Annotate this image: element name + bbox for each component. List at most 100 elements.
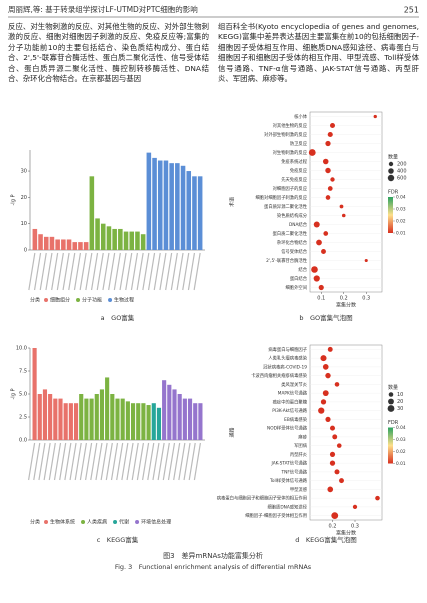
bar (180, 165, 186, 250)
category-label-line (178, 442, 186, 481)
bubble (321, 249, 326, 254)
bar (73, 403, 79, 440)
bar (125, 401, 130, 440)
bar (53, 398, 58, 440)
bubble (364, 258, 368, 263)
bubble (323, 231, 329, 236)
bubble (325, 372, 331, 379)
y-tick-label: 7.5 (19, 369, 27, 375)
bar (146, 152, 152, 250)
term-label: 防卫反应 (290, 140, 308, 147)
bubble (327, 186, 333, 191)
bar (112, 228, 117, 250)
term-label: 核小体 (294, 113, 308, 120)
category-label-line (27, 442, 36, 481)
category-label-line (33, 252, 42, 291)
bar (100, 223, 106, 250)
category-label-line (147, 442, 155, 481)
page-number: 251 (404, 6, 419, 15)
category-label-line (43, 442, 51, 481)
x-tick-label: 0.2 (340, 296, 348, 302)
bubble (330, 177, 335, 182)
legend-marker (76, 298, 81, 302)
y-axis-label: -lg P (11, 195, 17, 206)
legend-marker (388, 168, 394, 174)
bar (89, 398, 94, 440)
legend-marker (44, 298, 49, 302)
category-label-line (142, 252, 150, 291)
bar (152, 157, 157, 250)
bar (162, 380, 167, 440)
bubble (334, 469, 340, 475)
legend-title: 分类 (30, 297, 40, 304)
bubble (325, 140, 331, 147)
category-label-line (79, 442, 88, 481)
bar (58, 398, 63, 440)
bar (42, 389, 48, 440)
y-axis-label: -lg P (11, 389, 17, 400)
legend-label: 环境信息处理 (141, 519, 171, 526)
bar (99, 389, 105, 440)
term-label: 丙型肝炎 (290, 451, 308, 458)
category-label-line (141, 442, 150, 481)
term-label: JAK-STAT信号通路 (271, 460, 308, 467)
bar (187, 398, 193, 440)
bubble (339, 204, 344, 209)
bubble (311, 266, 318, 273)
bar (72, 242, 78, 250)
y-tick-label: 20 (21, 195, 27, 201)
bar (38, 234, 43, 250)
legend-marker (388, 161, 394, 167)
category-label-line (130, 252, 139, 291)
category-label-line (108, 252, 116, 291)
term-label: 病毒蛋白与细胞因子 (268, 346, 307, 353)
bubble (313, 221, 320, 228)
legend-marker (387, 174, 395, 182)
bar (175, 163, 180, 250)
category-label-line (170, 252, 178, 291)
category-label-line (162, 442, 170, 481)
bubble (339, 478, 344, 484)
legend-label: 代谢 (119, 519, 129, 526)
category-label-line (90, 442, 98, 481)
y-tick-label: 5.0 (19, 392, 27, 398)
bubble (320, 355, 327, 362)
bubble (316, 239, 322, 246)
term-label: 冠状病毒病-COVID-19 (263, 363, 307, 370)
x-axis-label: 富集分数 (336, 530, 356, 537)
bubble (322, 364, 329, 370)
paragraph: 组百科全书(Kyoto encyclopedia of genes and ge… (218, 22, 419, 84)
bubble (329, 425, 336, 431)
term-label: 先天免疫反应 (281, 176, 307, 183)
category-label-line (105, 442, 113, 481)
legend-marker (44, 520, 49, 524)
x-tick-label: 0.2 (329, 524, 337, 530)
bar (146, 405, 151, 440)
legend-marker (135, 520, 140, 524)
bar (135, 231, 140, 250)
legend-marker (113, 520, 118, 524)
category-label-line (59, 442, 67, 481)
bar (169, 163, 174, 250)
legend-label: 0.04 (396, 425, 406, 431)
bar (193, 403, 198, 440)
category-label-line (176, 252, 184, 291)
category-label-line (69, 442, 77, 481)
category-label-line (45, 252, 53, 291)
y-axis-label: 通路 (229, 427, 236, 437)
legend-marker (108, 298, 113, 302)
bar (55, 239, 60, 250)
bubble (329, 460, 336, 466)
category-label-line (136, 442, 145, 481)
bubble (352, 504, 358, 510)
bar (105, 377, 110, 440)
term-label: 染色质结构成分 (277, 212, 308, 219)
category-label-line (113, 252, 121, 291)
legend-label: 0.03 (396, 437, 406, 443)
bar (43, 236, 49, 250)
bubble (331, 512, 339, 520)
category-label-line (79, 252, 87, 291)
bar (78, 242, 83, 250)
plot-frame (309, 344, 383, 521)
